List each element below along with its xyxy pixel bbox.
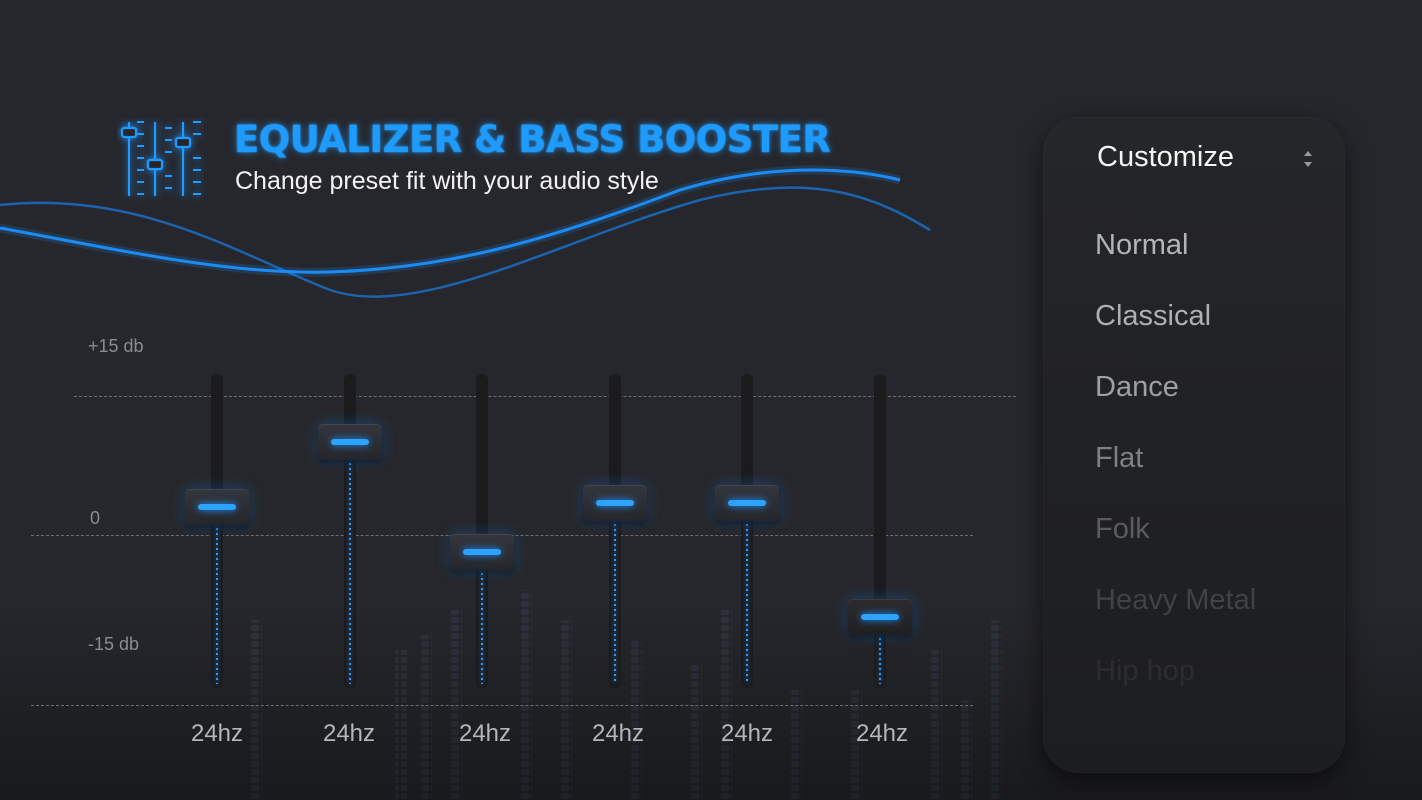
band-label-1: 24hz [190,720,244,747]
preset-option-normal[interactable]: Normal [1095,229,1189,261]
preset-option-hip-hop[interactable]: Hip hop [1095,655,1195,687]
slider-handle[interactable] [715,485,779,522]
handle-indicator [596,500,634,507]
slider-handle[interactable] [318,424,382,461]
band-label-4: 24hz [591,720,645,747]
slider-handle[interactable] [848,598,912,635]
scale-label-zero: 0 [90,508,101,528]
band-slider-1[interactable] [182,374,252,690]
preset-option-flat[interactable]: Flat [1095,442,1144,474]
band-label-5: 24hz [720,720,774,747]
slider-fill [216,522,218,684]
band-slider-4[interactable] [580,374,650,690]
band-label-2: 24hz [322,720,376,747]
app-title: EQUALIZER & BASS BOOSTER [234,118,831,161]
handle-indicator [861,613,899,620]
preset-option-classical[interactable]: Classical [1095,300,1212,332]
preset-panel: Customize Normal Classical Dance Flat Fo… [1043,117,1345,773]
slider-fill [349,458,351,684]
preset-option-dance[interactable]: Dance [1095,371,1179,403]
slider-handle[interactable] [450,534,514,571]
slider-handle[interactable] [583,485,647,522]
preset-selector[interactable]: Customize [1043,117,1345,199]
handle-indicator [463,549,501,556]
band-label-6: 24hz [855,720,909,747]
guide-line-top [74,396,1016,397]
selected-preset: Customize [1097,141,1234,173]
scale-label-top: +15 db [88,336,144,356]
up-down-arrows-icon [1304,151,1312,167]
slider-fill [481,568,483,684]
band-slider-5[interactable] [712,374,782,690]
scale-label-bottom: -15 db [88,634,140,654]
band-slider-2[interactable] [315,374,385,690]
slider-fill [746,519,748,684]
guide-line-bottom [31,705,973,706]
slider-fill [614,519,616,684]
preset-option-heavy-metal[interactable]: Heavy Metal [1095,584,1257,616]
handle-indicator [728,500,766,507]
app-subtitle: Change preset fit with your audio style [235,167,659,195]
handle-indicator [331,439,369,446]
band-slider-3[interactable] [447,374,517,690]
equalizer-sliders-icon [120,121,201,196]
slider-fill [879,632,881,684]
preset-option-folk[interactable]: Folk [1095,513,1150,545]
slider-track [476,374,488,688]
band-slider-6[interactable] [845,374,915,690]
slider-handle[interactable] [185,488,249,525]
band-label-3: 24hz [458,720,512,747]
handle-indicator [198,503,236,510]
